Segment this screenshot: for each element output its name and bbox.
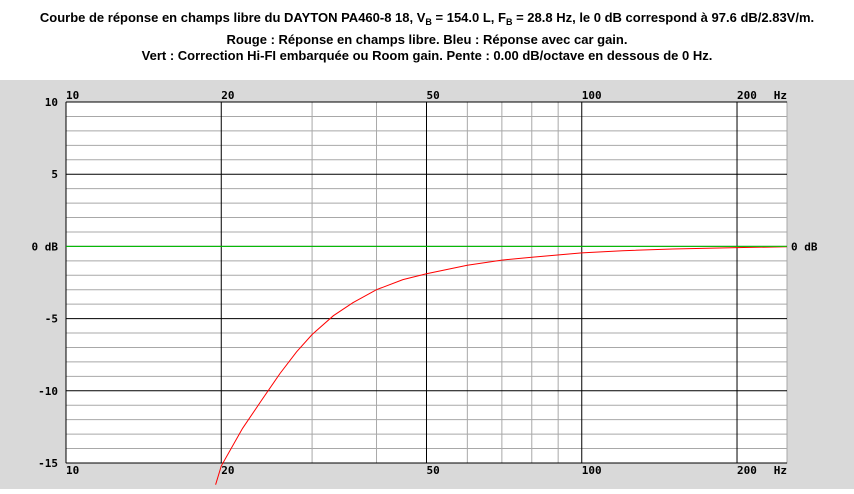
title-text-a: Courbe de réponse en champs libre du DAY… (39, 10, 426, 25)
major-grid (65, 101, 787, 464)
x-tick-label-bottom: 100 (582, 464, 602, 477)
y-tick-label: 10 (45, 96, 58, 109)
chart-legend-line-green: Vert : Correction Hi-FI embarquée ou Roo… (141, 48, 713, 63)
x-tick-label-bottom: 200 (737, 464, 757, 477)
response-chart: 10 10 20 20 50 50 100 100 200 200 Hz Hz 10 5 0 dB -5 -10… (32, 89, 818, 485)
title-subscript-b2: B (505, 17, 513, 27)
chart-panel: 10 10 20 20 50 50 100 100 200 200 Hz Hz 10 5 0 dB -5 -10… (0, 80, 854, 489)
title-text-b: = 154.0 L, F (431, 10, 506, 25)
series-group (66, 245, 788, 485)
y-tick-label: 5 (51, 168, 58, 181)
x-tick-label-top: 100 (582, 89, 602, 102)
x-unit-label-top: Hz (774, 89, 787, 102)
title-text-c: = 28.8 Hz, le 0 dB correspond à 97.6 dB/… (512, 10, 815, 25)
x-tick-label-bottom: 20 (221, 464, 234, 477)
y-tick-label: -15 (38, 457, 58, 470)
tick-labels: 10 10 20 20 50 50 100 100 200 200 Hz Hz 10 5 0 dB -5 -10… (32, 89, 818, 477)
x-tick-label-top: 50 (427, 89, 440, 102)
x-tick-label-top: 10 (66, 89, 79, 102)
x-tick-label-bottom: 10 (66, 464, 79, 477)
x-tick-label-top: 20 (221, 89, 234, 102)
y-right-label: 0 dB (791, 240, 818, 253)
y-tick-label: -5 (45, 313, 58, 326)
chart-legend-line-red-blue: Rouge : Réponse en champs libre. Bleu : … (226, 32, 628, 47)
chart-title-line1: Courbe de réponse en champs libre du DAY… (0, 10, 854, 27)
series-line-red (215, 246, 788, 485)
x-tick-label-top: 200 (737, 89, 757, 102)
y-tick-label: 0 dB (32, 240, 59, 253)
x-unit-label-bottom: Hz (774, 464, 787, 477)
x-tick-label-bottom: 50 (427, 464, 440, 477)
y-tick-label: -10 (38, 385, 58, 398)
title-subscript-b1: B (425, 17, 432, 27)
